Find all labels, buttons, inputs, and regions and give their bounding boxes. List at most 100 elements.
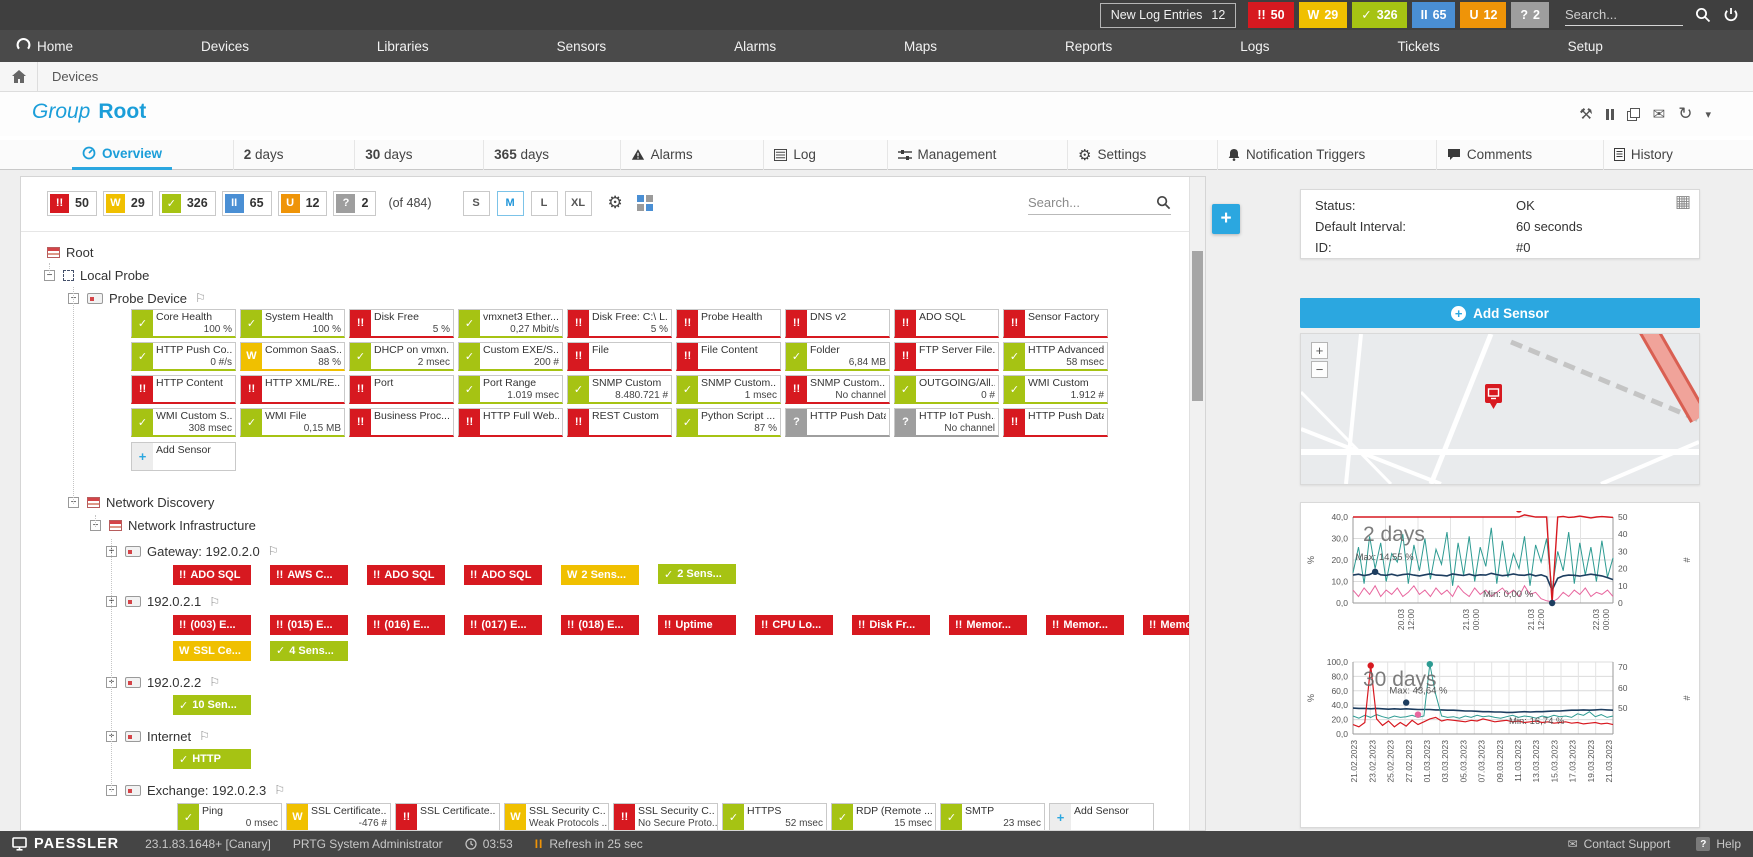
tab-settings[interactable]: ⚙ Settings (1067, 139, 1156, 170)
filter-badge-warning[interactable]: W 29 (102, 190, 153, 216)
search-icon[interactable] (1695, 7, 1711, 23)
sensor-chip[interactable]: ✓ 10 Sen... (173, 695, 251, 715)
flag-icon[interactable]: ⚐ (199, 729, 210, 743)
new-log-entries-button[interactable]: New Log Entries 12 (1099, 2, 1237, 28)
sensor-tile[interactable]: ✓ Port Range 1.019 msec (458, 375, 563, 404)
nav-item-home[interactable]: Home (16, 37, 73, 55)
sensor-tile[interactable]: !! Sensor Factory (1003, 309, 1108, 338)
sensor-tile[interactable]: ✓ SMTP 23 msec (940, 803, 1045, 830)
tab-management[interactable]: Management (886, 139, 1007, 170)
refresh-countdown[interactable]: Refresh in 25 sec (549, 837, 643, 851)
sensor-tile[interactable]: !! Probe Health (676, 309, 781, 338)
filter-badge-paused[interactable]: II 65 (221, 190, 272, 216)
sensor-chip[interactable]: !! ADO SQL (173, 564, 251, 585)
nav-item-maps[interactable]: Maps (904, 39, 937, 54)
sensor-chip[interactable]: !! ADO SQL (464, 564, 542, 585)
sensor-tile[interactable]: ✓ Ping 0 msec (177, 803, 282, 830)
tab-alarms[interactable]: Alarms (619, 139, 703, 170)
sensor-tile[interactable]: !! REST Custom (567, 408, 672, 437)
map-zoom-out-button[interactable]: − (1311, 361, 1328, 378)
sensor-chip[interactable]: ✓ 4 Sens... (270, 640, 348, 661)
sensor-tile[interactable]: !! ADO SQL (894, 309, 999, 338)
tab-365-days[interactable]: 365 days (483, 139, 559, 170)
tab-comments[interactable]: Comments (1435, 139, 1542, 170)
sensor-tile[interactable]: ✓ WMI Custom 1.912 # (1003, 375, 1108, 404)
sensor-tile[interactable]: ✓ Core Health 100 % (131, 309, 236, 338)
global-badge-unknown[interactable]: ? 2 (1511, 2, 1549, 29)
tab-notification-triggers[interactable]: Notification Triggers (1216, 139, 1375, 170)
add-sensor-tile[interactable]: + Add Sensor (1049, 803, 1154, 830)
global-badge-unusual[interactable]: U 12 (1460, 2, 1507, 29)
nav-item-logs[interactable]: Logs (1240, 39, 1269, 54)
chevron-down-icon[interactable]: ▾ (1705, 108, 1711, 121)
tree-node-root[interactable]: Root (66, 244, 94, 260)
tree-node-192-0-2-1[interactable]: 192.0.2.1 (147, 594, 202, 609)
tree-node-network-discovery[interactable]: Network Discovery (106, 494, 215, 510)
sensor-chip[interactable]: W SSL Ce... (173, 641, 251, 661)
sensor-chip[interactable]: !! (016) E... (367, 614, 445, 635)
sensor-chip[interactable]: !! (018) E... (561, 614, 639, 635)
global-badge-warning[interactable]: W 29 (1298, 2, 1348, 29)
sensor-tile[interactable]: ✓ HTTPS 52 msec (722, 803, 827, 830)
sensor-tile[interactable]: W SSL Security C... Weak Protocols ... (504, 803, 609, 830)
tab-30-days[interactable]: 30 days (354, 139, 422, 170)
map-zoom-in-button[interactable]: + (1311, 342, 1328, 359)
sensor-tile[interactable]: !! DNS v2 (785, 309, 890, 338)
sensor-tile[interactable]: ✓ SNMP Custom 8.480.721 # (567, 375, 672, 404)
sensor-chip[interactable]: !!Memor... (949, 614, 1027, 635)
sensor-tile[interactable]: ✓ DHCP on vmxn... 2 msec (349, 342, 454, 371)
pause-icon[interactable] (1605, 108, 1614, 120)
nav-item-tickets[interactable]: Tickets (1397, 39, 1439, 54)
email-icon[interactable]: ✉ (1652, 106, 1666, 123)
sensor-chip[interactable]: !!Memor... (1046, 614, 1124, 635)
size-button-l[interactable]: L (530, 190, 558, 216)
sensor-chip[interactable]: ✓ HTTP (173, 749, 251, 769)
filter-badge-up[interactable]: ✓ 326 (158, 190, 216, 216)
sensor-tile[interactable]: !! FTP Server File... (894, 342, 999, 371)
sensor-tile[interactable]: ✓ WMI File 0,15 MB (240, 408, 345, 437)
clone-export-icon[interactable] (1626, 107, 1640, 121)
view-toggle-icon[interactable] (636, 195, 653, 211)
filter-badge-down[interactable]: !! 50 (47, 190, 97, 216)
filter-badge-unknown[interactable]: ? 2 (333, 190, 377, 216)
sensor-tile[interactable]: ✓ Folder 6,84 MB (785, 342, 890, 371)
map-marker[interactable] (1485, 384, 1502, 409)
sensor-tile[interactable]: !! Port (349, 375, 454, 404)
sensor-tile[interactable]: !! File (567, 342, 672, 371)
pause-refresh-icon[interactable]: II (534, 837, 544, 851)
tab-2-days[interactable]: 2 days (232, 139, 294, 170)
refresh-icon[interactable]: ↻ (1678, 104, 1693, 123)
sensor-tile[interactable]: ✓ WMI Custom S... 308 msec (131, 408, 236, 437)
size-button-m[interactable]: M (496, 190, 524, 216)
tab-history[interactable]: History (1602, 139, 1683, 170)
sensor-chip[interactable]: !! (017) E... (464, 614, 542, 635)
flag-icon[interactable]: ⚐ (267, 544, 279, 558)
sensor-chip[interactable]: !! ADO SQL (367, 564, 445, 585)
tree-node-gateway-192-0-2-0[interactable]: Gateway: 192.0.2.0 (147, 543, 260, 559)
tree-node-exchange-192-0-2-3[interactable]: Exchange: 192.0.2.3 (147, 782, 267, 798)
sensor-chip[interactable]: !! (015) E... (270, 614, 348, 635)
contact-support-link[interactable]: ✉ Contact Support (1567, 837, 1671, 851)
nav-item-setup[interactable]: Setup (1568, 39, 1603, 54)
sensor-tile[interactable]: !! SNMP Custom... No channel (785, 375, 890, 404)
sensor-chip[interactable]: !! CPU Lo... (755, 614, 833, 635)
sensor-chip[interactable]: !! Disk Fr... (852, 614, 930, 635)
sensor-tile[interactable]: ✓ OUTGOING/All... 0 # (894, 375, 999, 404)
nav-item-sensors[interactable]: Sensors (557, 39, 607, 54)
geo-map[interactable]: + − (1300, 333, 1700, 485)
sensor-tile[interactable]: ✓ HTTP Push Co... 0 #/s (131, 342, 236, 371)
scrollbar-thumb[interactable] (1192, 251, 1203, 401)
sensor-tile[interactable]: !! Disk Free: C:\ L... 5 % (567, 309, 672, 338)
sensor-tile[interactable]: ? HTTP IoT Push... No channel (894, 408, 999, 437)
sensor-tile[interactable]: !! Business Proc... (349, 408, 454, 437)
filter-badge-unusual[interactable]: U 12 (277, 190, 328, 216)
add-sensor-button[interactable]: + Add Sensor (1300, 298, 1700, 328)
sensor-tile[interactable]: ✓ Custom EXE/S... 200 # (458, 342, 563, 371)
sensor-tile[interactable]: ✓ System Health 100 % (240, 309, 345, 338)
search-icon[interactable] (1156, 195, 1171, 210)
sensor-tile[interactable]: ✓ RDP (Remote ... 15 msec (831, 803, 936, 830)
sensor-chip[interactable]: !! (003) E... (173, 614, 251, 635)
size-button-xl[interactable]: XL (564, 190, 592, 216)
add-sensor-tile[interactable]: + Add Sensor (131, 442, 236, 471)
nav-item-devices[interactable]: Devices (201, 39, 249, 54)
